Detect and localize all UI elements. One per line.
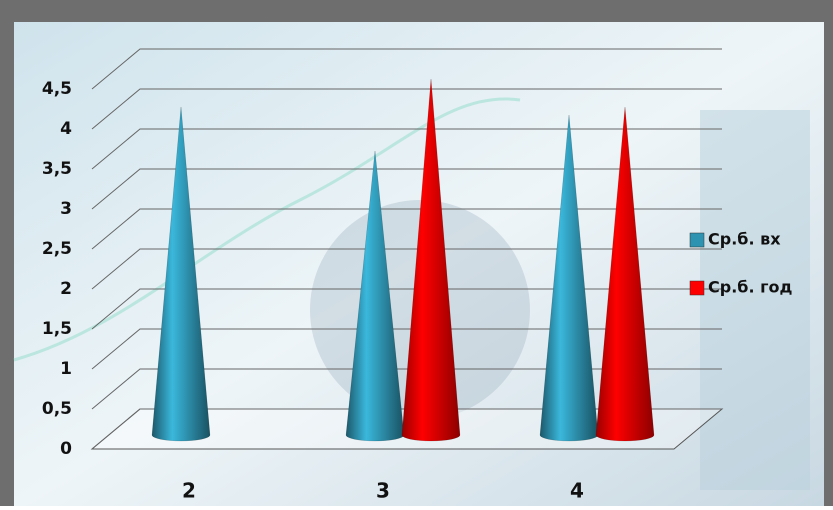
grid-line [91, 288, 722, 330]
y-tick-label: 3 [60, 199, 72, 219]
grid-line [91, 328, 722, 370]
y-tick-label: 4,5 [42, 79, 72, 99]
decor [700, 110, 810, 490]
y-tick-label: 2 [60, 279, 72, 299]
grid-line [91, 168, 722, 210]
x-tick-label: 3 [376, 479, 390, 503]
cone [595, 106, 655, 442]
legend-label: Ср.б. год [708, 278, 792, 297]
grid-line [91, 208, 722, 250]
x-tick-label: 4 [570, 479, 584, 503]
grid-line [91, 128, 722, 170]
x-tick-label: 2 [182, 479, 196, 503]
decor [13, 97, 521, 362]
cone [151, 106, 211, 442]
grid-line [91, 248, 722, 290]
grid-line [91, 88, 722, 130]
y-tick-label: 1,5 [42, 319, 72, 339]
legend-label: Ср.б. вх [708, 230, 781, 249]
y-tick-label: 3,5 [42, 159, 72, 179]
grid-line [91, 368, 722, 410]
y-tick-label: 4 [60, 119, 72, 139]
grid-line [91, 48, 722, 90]
legend-swatch [689, 280, 705, 296]
y-tick-label: 0,5 [42, 399, 72, 419]
y-tick-label: 1 [60, 359, 72, 379]
y-tick-label: 2,5 [42, 239, 72, 259]
cone [401, 78, 461, 442]
grid-line [91, 408, 722, 450]
legend-swatch [689, 232, 705, 248]
y-tick-label: 0 [60, 439, 72, 459]
